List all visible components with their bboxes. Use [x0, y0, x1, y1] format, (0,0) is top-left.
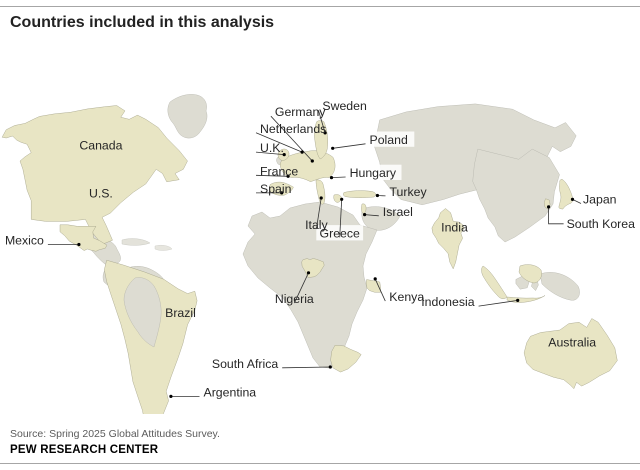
svg-text:Sweden: Sweden	[322, 99, 367, 113]
svg-text:South Africa: South Africa	[212, 357, 278, 371]
svg-text:South Korea: South Korea	[567, 217, 636, 231]
svg-text:Mexico: Mexico	[5, 234, 44, 248]
svg-text:France: France	[260, 164, 298, 178]
svg-text:Greece: Greece	[320, 226, 360, 240]
svg-text:Israel: Israel	[383, 205, 413, 219]
svg-text:India: India	[441, 220, 468, 234]
svg-text:Kenya: Kenya	[389, 290, 424, 304]
svg-text:U.S.: U.S.	[89, 187, 113, 201]
svg-text:Indonesia: Indonesia	[421, 295, 474, 309]
svg-text:Australia: Australia	[548, 335, 596, 349]
svg-text:Canada: Canada	[79, 138, 122, 152]
svg-text:Nigeria: Nigeria	[275, 292, 314, 306]
svg-text:Argentina: Argentina	[204, 385, 257, 399]
svg-text:Hungary: Hungary	[350, 166, 397, 180]
svg-text:Japan: Japan	[583, 193, 617, 207]
svg-text:Netherlands: Netherlands	[260, 122, 326, 136]
svg-text:Brazil: Brazil	[165, 306, 196, 320]
svg-text:U.K.: U.K.	[260, 141, 284, 155]
svg-text:Turkey: Turkey	[390, 185, 428, 199]
svg-text:Germany: Germany	[275, 105, 326, 119]
svg-text:Spain: Spain	[260, 182, 292, 196]
svg-text:Poland: Poland	[370, 133, 408, 147]
